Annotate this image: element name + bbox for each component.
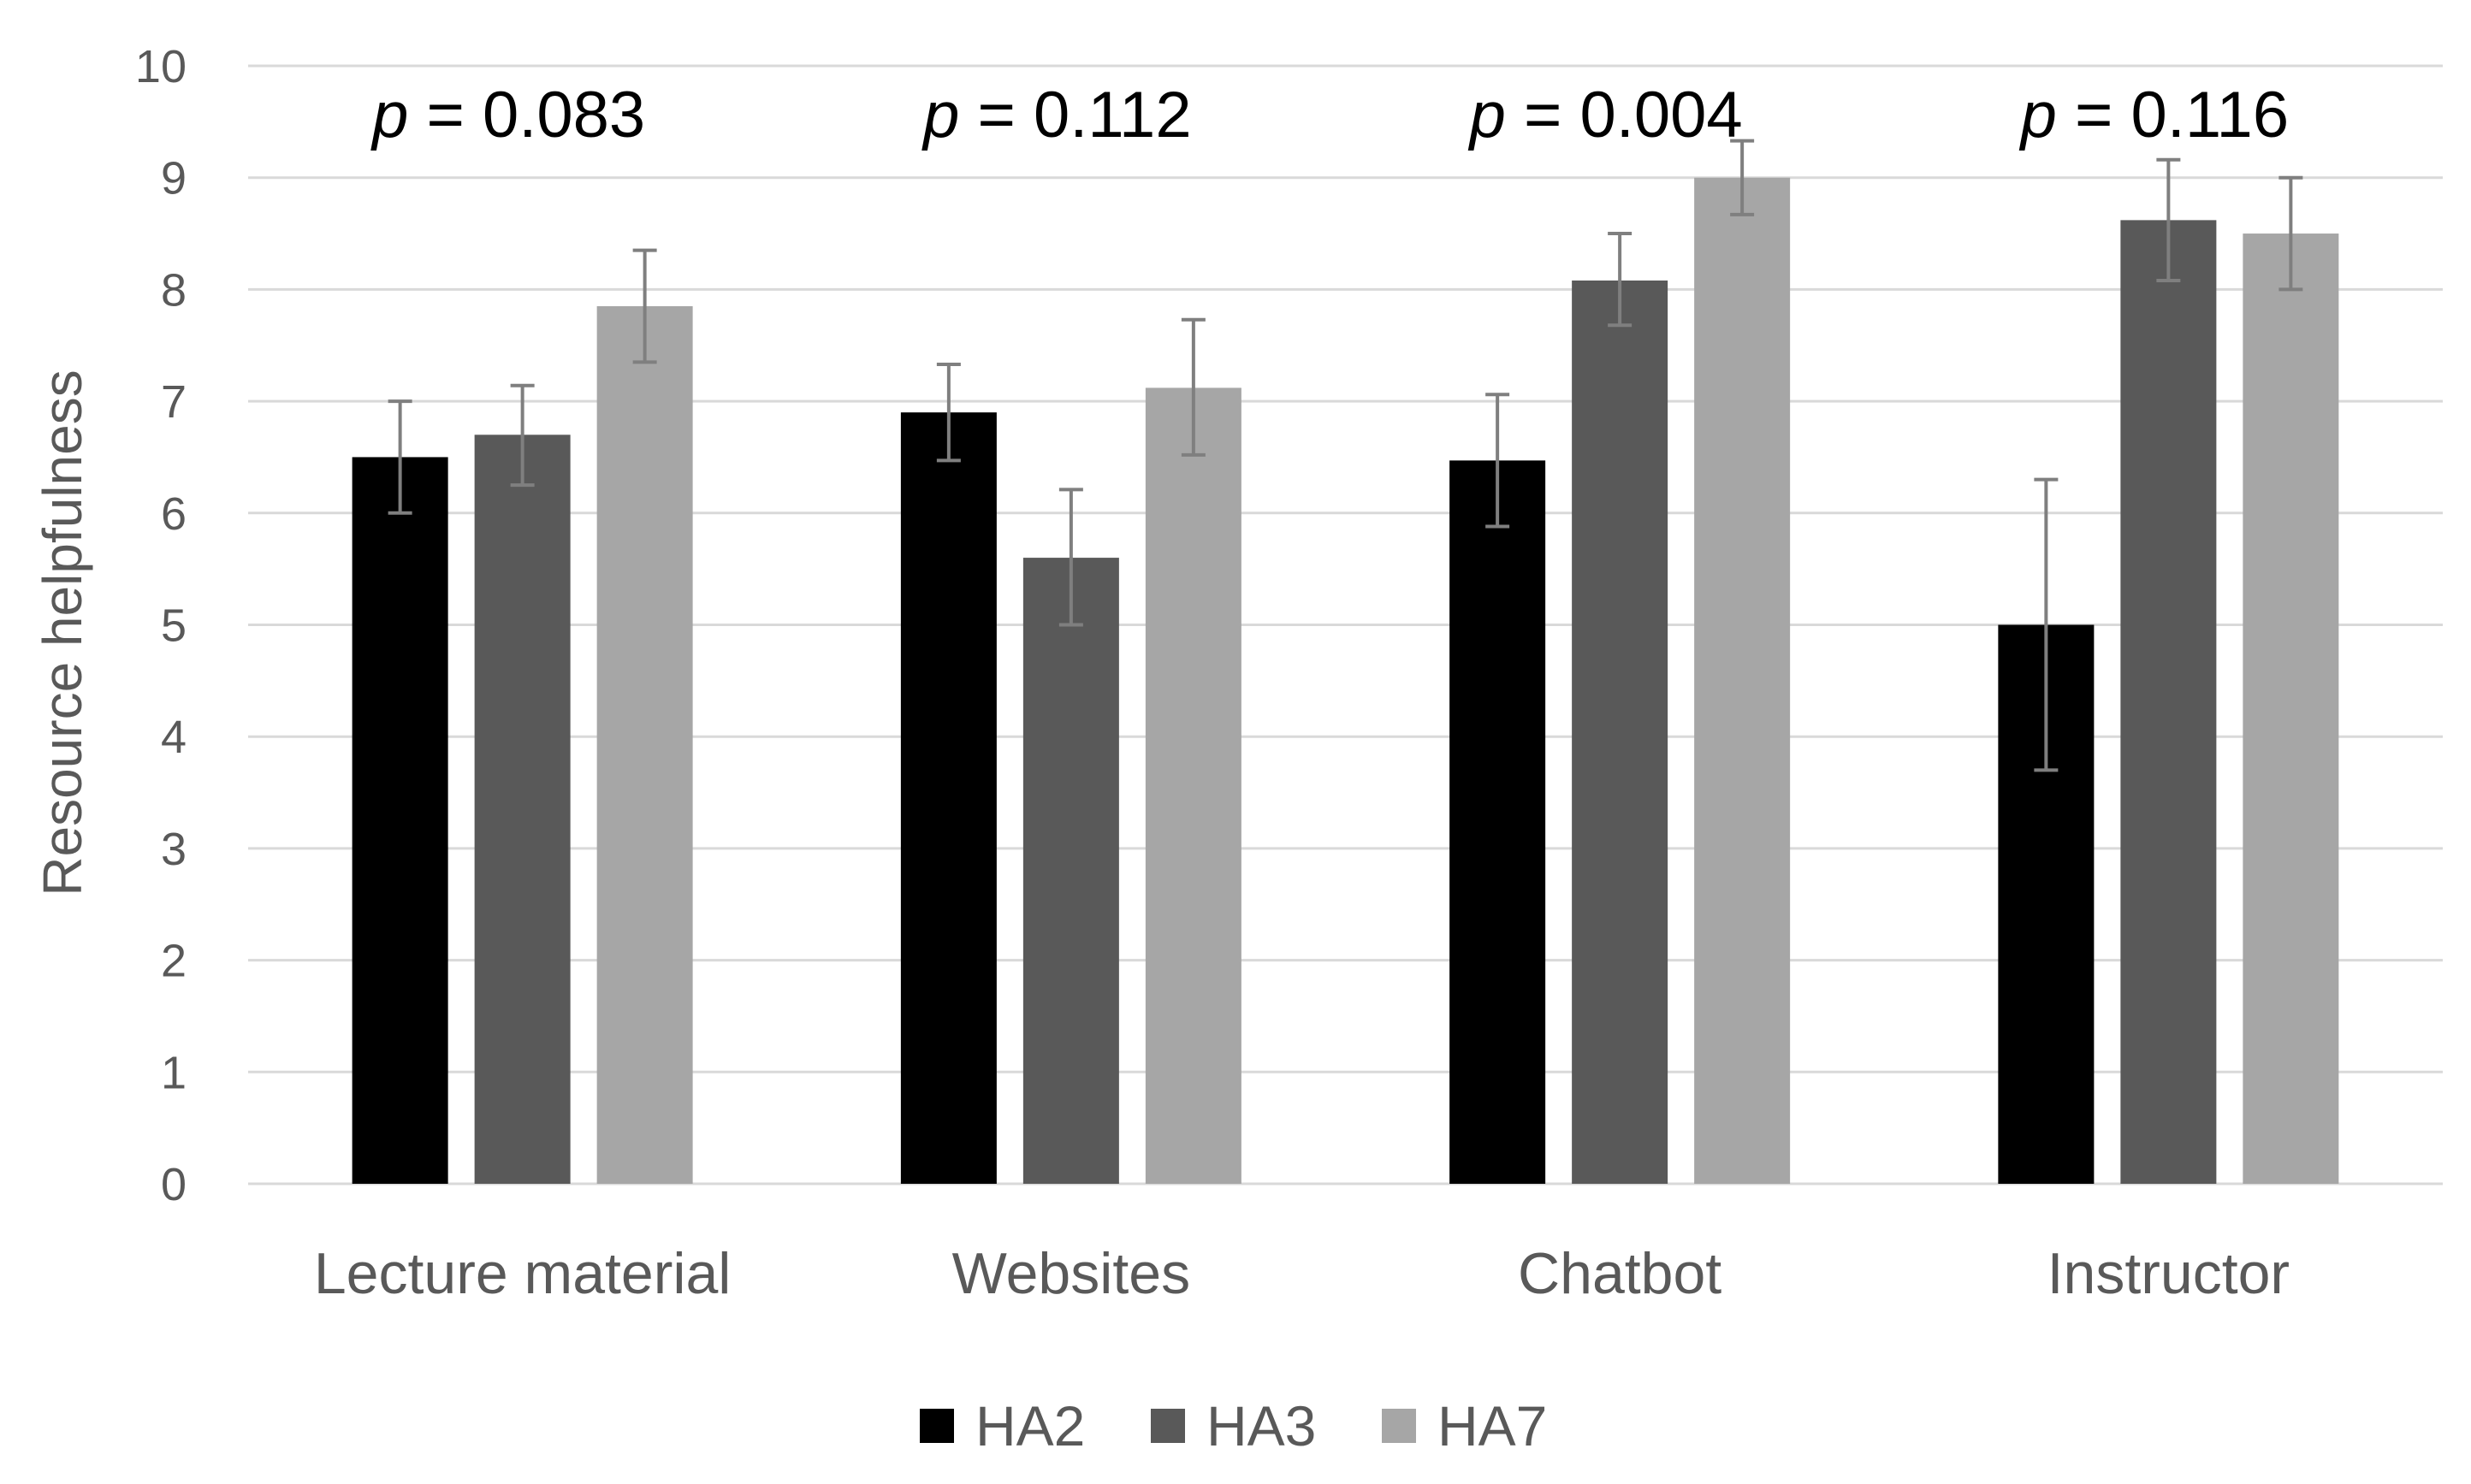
p-value-annotation: p = 0.116 <box>2019 79 2289 151</box>
x-axis-categories: Lecture material Websites Chatbot Instructo… <box>314 1241 2290 1306</box>
legend-label: HA7 <box>1437 1394 1547 1457</box>
bar-ha7-3 <box>2243 234 2339 1184</box>
p-value-annotation: p = 0.112 <box>921 79 1191 151</box>
error-bar-ha2-2 <box>1485 393 1510 529</box>
error-bar-ha3-2 <box>1608 232 1633 328</box>
y-tick-label: 6 <box>161 488 187 540</box>
error-bars <box>388 139 2303 772</box>
p-value: = 0.112 <box>959 79 1191 151</box>
legend-swatch <box>1382 1409 1416 1443</box>
category-label: Chatbot <box>1518 1241 1721 1306</box>
error-bar-ha7-1 <box>1181 317 1206 457</box>
legend-label: HA3 <box>1206 1394 1316 1457</box>
y-axis-title: Resource helpfulness <box>32 370 93 896</box>
bar-ha2-2 <box>1449 460 1546 1184</box>
p-symbol: p <box>370 79 408 151</box>
p-value-annotation: p = 0.083 <box>370 79 645 151</box>
p-value: = 0.004 <box>1506 79 1743 151</box>
p-symbol: p <box>921 79 959 151</box>
p-value-annotations: p = 0.083 p = 0.112 p = 0.004 p = 0.116 <box>370 79 2289 151</box>
bar-ha3-1 <box>1022 558 1119 1184</box>
bar-ha3-3 <box>2120 220 2217 1185</box>
error-bar-ha3-1 <box>1058 488 1083 627</box>
y-tick-label: 2 <box>161 936 187 987</box>
legend-label: HA2 <box>975 1394 1085 1457</box>
bar-ha7-0 <box>596 306 693 1184</box>
legend-item-ha2: HA2 <box>920 1394 1085 1457</box>
y-tick-label: 3 <box>161 824 187 875</box>
p-symbol: p <box>1468 79 1506 151</box>
y-tick-label: 1 <box>161 1047 187 1098</box>
error-bar-ha3-0 <box>510 383 535 488</box>
gridlines <box>248 64 2443 1185</box>
bar-ha3-0 <box>474 435 571 1184</box>
legend-swatch <box>920 1409 954 1443</box>
y-axis-ticks: 0 1 2 3 4 5 6 7 8 9 10 <box>135 41 187 1210</box>
error-bar-ha2-1 <box>936 362 961 463</box>
bar-ha7-2 <box>1694 177 1791 1185</box>
category-label: Lecture material <box>314 1241 732 1306</box>
y-tick-label: 4 <box>161 712 187 763</box>
bars <box>352 177 2339 1185</box>
error-bar-ha2-0 <box>388 399 412 515</box>
category-label: Websites <box>952 1241 1190 1306</box>
y-tick-label: 9 <box>161 153 187 204</box>
y-tick-label: 7 <box>161 376 187 428</box>
bar-ha3-2 <box>1572 280 1668 1185</box>
p-value: = 0.083 <box>408 79 645 151</box>
error-bar-ha3-3 <box>2156 157 2181 282</box>
error-bar-ha7-0 <box>632 248 657 364</box>
bar-ha2-1 <box>900 412 997 1184</box>
bar-ha2-0 <box>352 457 448 1184</box>
error-bar-ha2-3 <box>2034 477 2059 772</box>
p-value-annotation: p = 0.004 <box>1468 79 1743 151</box>
y-tick-label: 5 <box>161 600 187 652</box>
p-symbol: p <box>2019 79 2057 151</box>
legend-item-ha7: HA7 <box>1382 1394 1547 1457</box>
p-value: = 0.116 <box>2057 79 2289 151</box>
category-label: Instructor <box>2047 1241 2290 1306</box>
error-bar-ha7-2 <box>1730 139 1755 216</box>
y-tick-label: 10 <box>135 41 187 92</box>
error-bar-ha7-3 <box>2278 175 2303 292</box>
legend-swatch <box>1151 1409 1185 1443</box>
bar-ha7-1 <box>1145 387 1241 1184</box>
legend-item-ha3: HA3 <box>1151 1394 1316 1457</box>
y-tick-label: 8 <box>161 264 187 316</box>
legend: HA2 HA3 HA7 <box>920 1394 1547 1457</box>
y-tick-label: 0 <box>161 1159 187 1210</box>
